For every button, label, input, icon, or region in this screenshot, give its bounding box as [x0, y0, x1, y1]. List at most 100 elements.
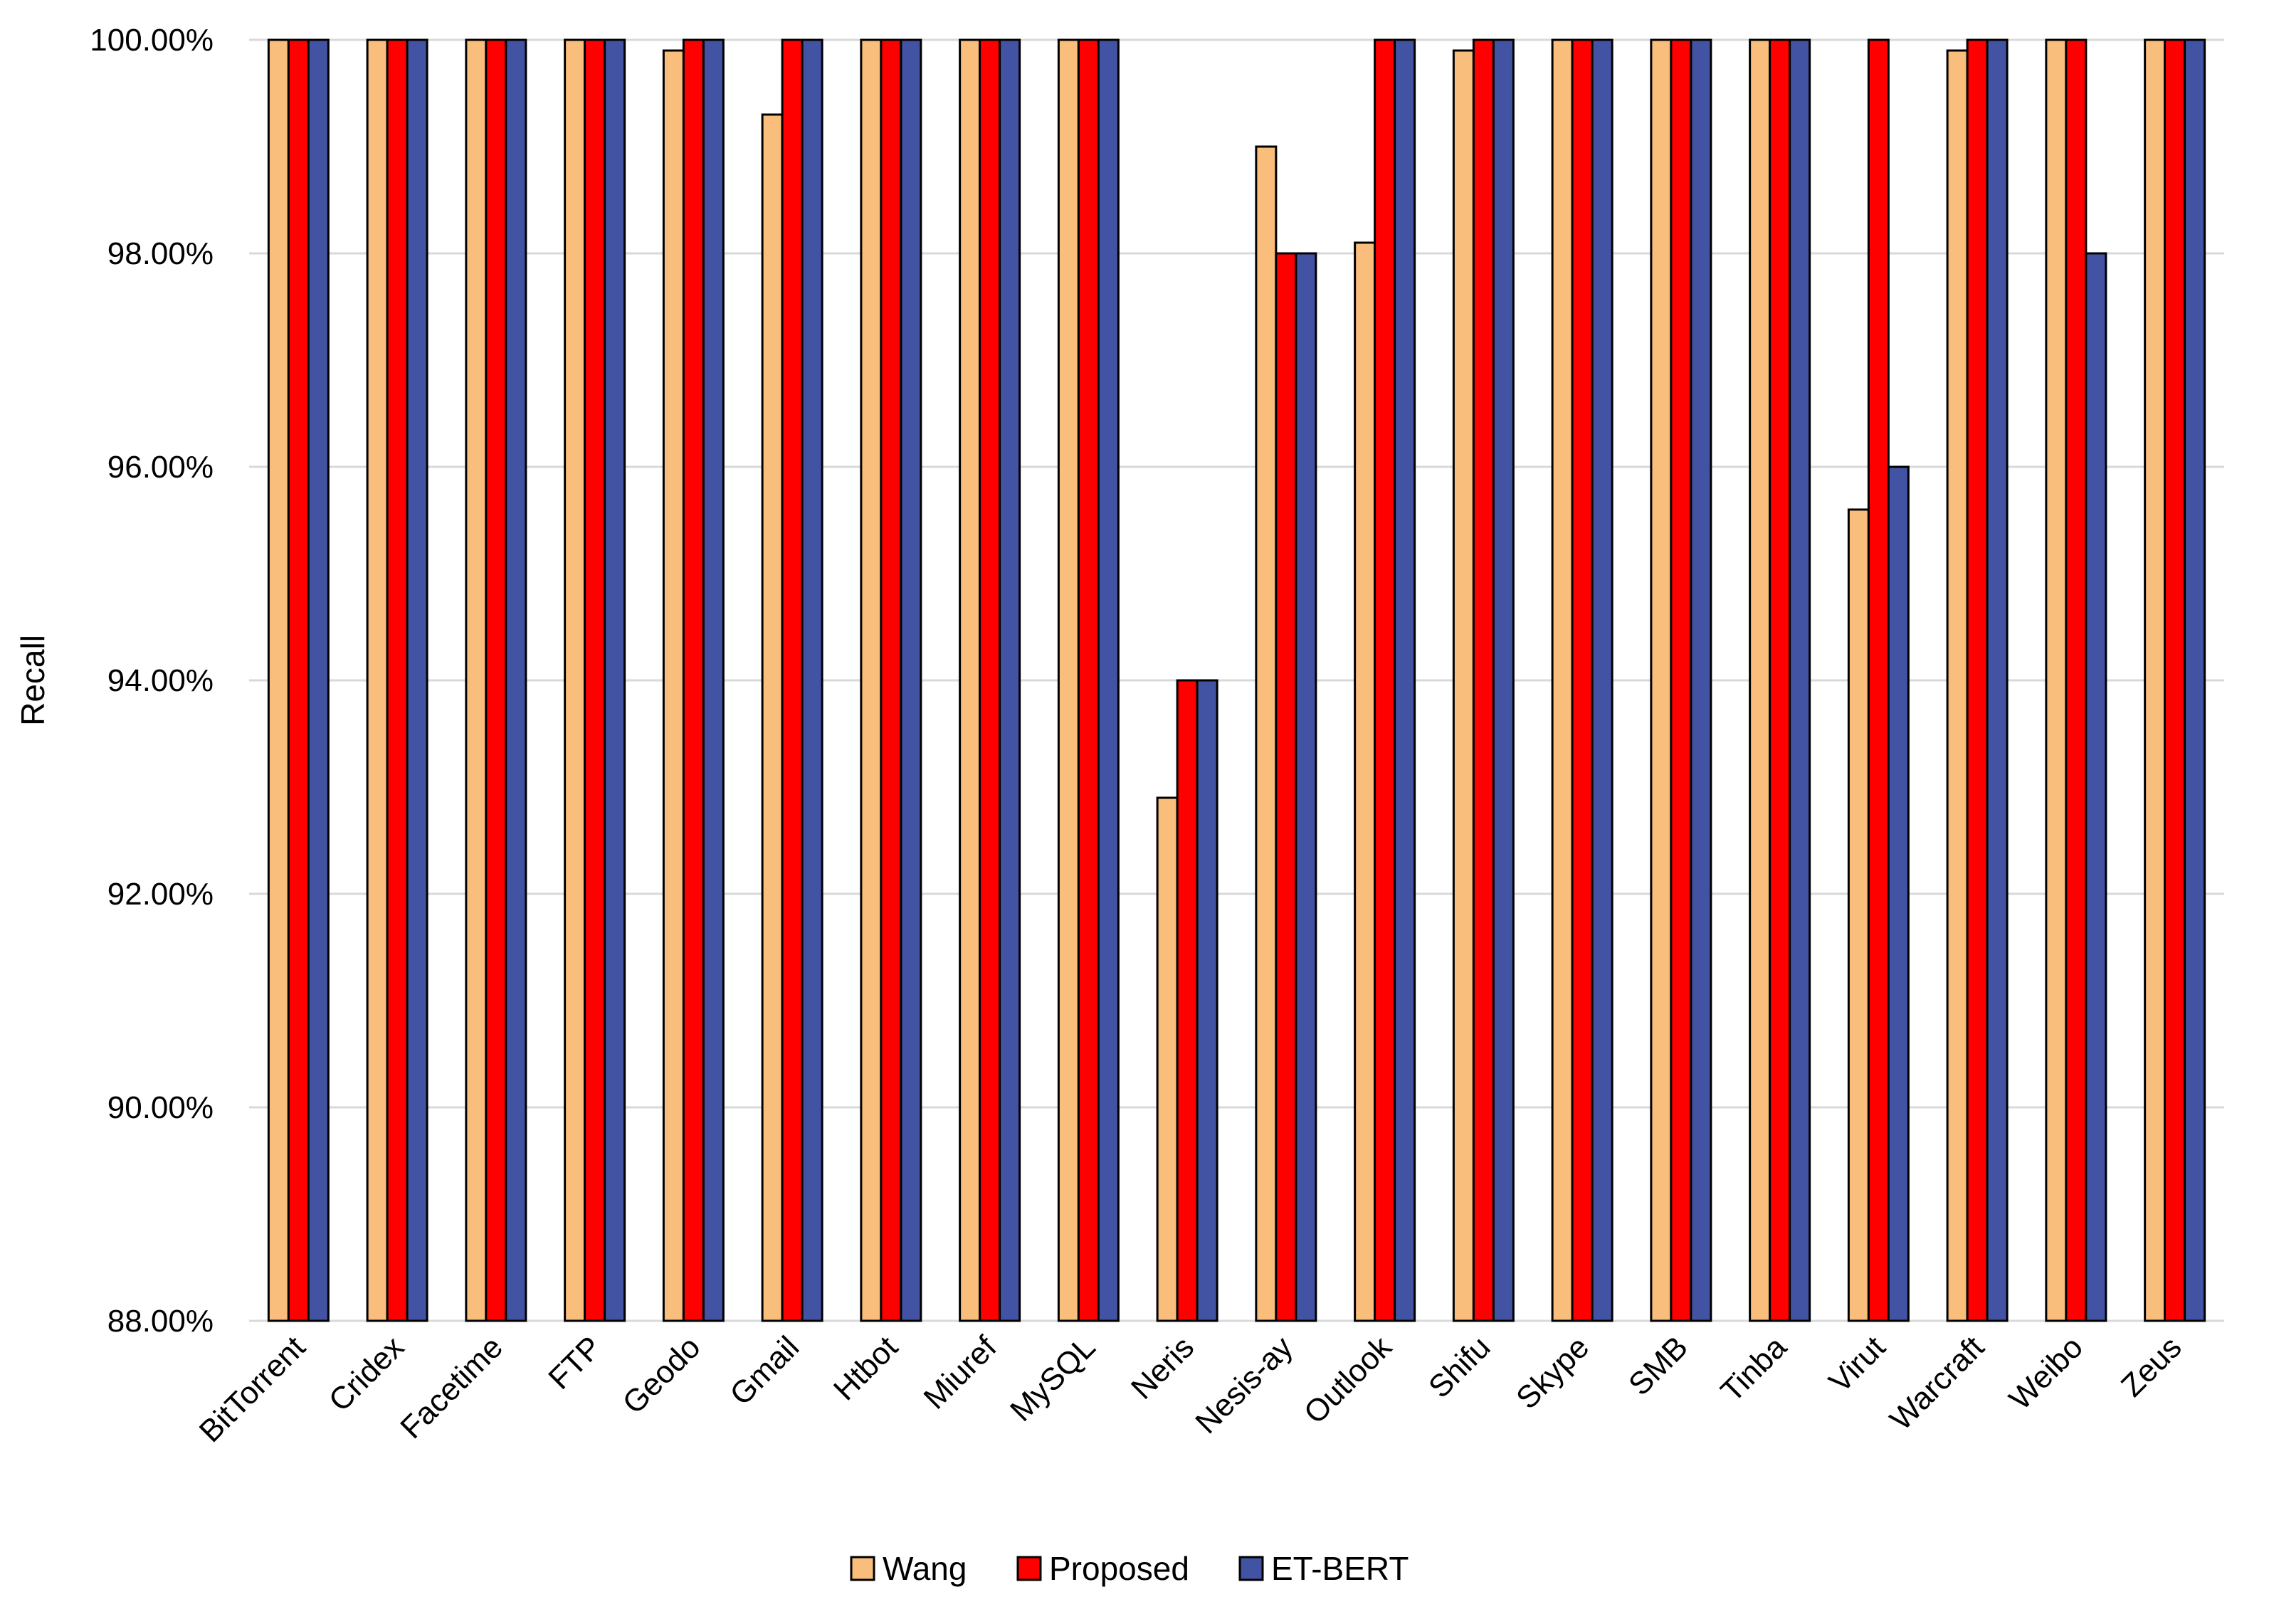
bar-proposed-skype [1571, 38, 1594, 1322]
bar-proposed-neris [1176, 679, 1199, 1322]
x-category-label: SMB [1622, 1329, 1695, 1402]
bar-wang-cridex [366, 38, 389, 1322]
bar-et-bert-skype [1591, 38, 1613, 1322]
y-tick-label: 98.00% [107, 236, 214, 271]
legend-swatch-et-bert [1238, 1556, 1264, 1581]
x-category-label: Cridex [322, 1329, 411, 1418]
bar-et-bert-weibo [2085, 252, 2107, 1322]
y-tick-label: 88.00% [107, 1304, 214, 1339]
bar-wang-geodo [662, 49, 685, 1322]
y-tick-label: 94.00% [107, 663, 214, 698]
x-category-label: Warcraft [1883, 1329, 1991, 1437]
bar-et-bert-neris [1196, 679, 1218, 1322]
x-category-label: Tinba [1714, 1329, 1794, 1409]
bar-proposed-shifu [1472, 38, 1495, 1322]
bar-wang-shifu [1452, 49, 1475, 1322]
bar-proposed-zeus [2164, 38, 2186, 1322]
x-category-label: MySQL [1004, 1329, 1102, 1428]
bar-wang-bittorrent [267, 38, 290, 1322]
bar-et-bert-ftp [604, 38, 626, 1322]
x-category-label: BitTorrent [193, 1329, 312, 1449]
bar-proposed-warcraft [1966, 38, 1989, 1322]
legend-label-proposed: Proposed [1049, 1550, 1189, 1587]
bar-wang-outlook [1354, 241, 1376, 1322]
bar-wang-facetime [465, 38, 488, 1322]
legend-swatch-proposed [1016, 1556, 1042, 1581]
bar-proposed-cridex [386, 38, 409, 1322]
x-category-label: Htbot [827, 1329, 905, 1407]
bar-wang-weibo [2045, 38, 2068, 1322]
y-axis-title: Recall [14, 635, 51, 726]
x-category-label: Neris [1125, 1329, 1201, 1406]
bar-et-bert-outlook [1394, 38, 1416, 1322]
bar-proposed-weibo [2065, 38, 2088, 1322]
bar-et-bert-facetime [505, 38, 527, 1322]
bar-proposed-nesis-ay [1275, 252, 1297, 1322]
bar-wang-htbot [860, 38, 883, 1322]
bar-et-bert-virut [1887, 465, 1910, 1322]
bar-wang-smb [1650, 38, 1673, 1322]
bar-proposed-bittorrent [287, 38, 310, 1322]
bar-proposed-ftp [584, 38, 606, 1322]
bar-wang-miuref [959, 38, 981, 1322]
bar-proposed-virut [1867, 38, 1890, 1322]
gridlines [249, 38, 2224, 1322]
bar-et-bert-nesis-ay [1295, 252, 1317, 1322]
x-category-label: Nesis-ay [1189, 1329, 1300, 1440]
legend-label-et-bert: ET-BERT [1271, 1550, 1409, 1587]
x-category-label: Facetime [394, 1329, 510, 1445]
legend-swatch-wang [850, 1556, 875, 1581]
bar-et-bert-zeus [2184, 38, 2206, 1322]
bar-et-bert-warcraft [1986, 38, 2009, 1322]
bar-et-bert-miuref [999, 38, 1021, 1322]
bar-wang-nesis-ay [1255, 145, 1278, 1322]
bar-et-bert-htbot [900, 38, 922, 1322]
x-category-label: Shifu [1422, 1329, 1497, 1405]
bar-wang-zeus [2144, 38, 2167, 1322]
bar-et-bert-gmail [801, 38, 823, 1322]
bar-et-bert-shifu [1492, 38, 1515, 1322]
bar-et-bert-bittorrent [307, 38, 330, 1322]
x-category-label: Weibo [2003, 1329, 2090, 1416]
legend: Wang Proposed ET-BERT [850, 1550, 1409, 1587]
x-category-label: Zeus [2115, 1329, 2189, 1403]
bar-wang-warcraft [1946, 49, 1969, 1322]
bar-wang-mysql [1057, 38, 1080, 1322]
bar-wang-skype [1551, 38, 1574, 1322]
x-category-label: FTP [542, 1329, 608, 1396]
bars [267, 38, 2206, 1322]
x-category-label: Outlook [1297, 1329, 1399, 1431]
y-tick-label: 100.00% [90, 23, 214, 58]
x-category-label: Geodo [616, 1329, 707, 1420]
bar-proposed-smb [1670, 38, 1692, 1322]
bar-proposed-geodo [682, 38, 705, 1322]
y-tick-label: 90.00% [107, 1090, 214, 1125]
y-tick-label: 96.00% [107, 450, 214, 485]
bar-proposed-htbot [880, 38, 902, 1322]
x-category-label: Virut [1822, 1329, 1892, 1399]
bar-wang-ftp [564, 38, 586, 1322]
y-axis-ticks: 88.00% 90.00% 92.00% 94.00% 96.00% 98.00% 100.… [90, 23, 214, 1339]
bar-proposed-mysql [1077, 38, 1100, 1322]
bar-wang-tinba [1749, 38, 1771, 1322]
bar-et-bert-smb [1690, 38, 1712, 1322]
bar-et-bert-mysql [1097, 38, 1120, 1322]
bar-proposed-tinba [1769, 38, 1791, 1322]
x-category-label: Miuref [917, 1329, 1004, 1416]
x-category-label: Gmail [723, 1329, 806, 1412]
bar-wang-virut [1847, 508, 1870, 1322]
bar-et-bert-tinba [1789, 38, 1811, 1322]
bar-proposed-outlook [1374, 38, 1396, 1322]
y-tick-label: 92.00% [107, 877, 214, 912]
x-category-label: Skype [1510, 1329, 1596, 1415]
bar-wang-gmail [761, 113, 784, 1322]
bar-proposed-miuref [979, 38, 1001, 1322]
bar-proposed-facetime [485, 38, 507, 1322]
bar-et-bert-geodo [702, 38, 725, 1322]
legend-label-wang: Wang [883, 1550, 967, 1587]
bar-proposed-gmail [781, 38, 804, 1322]
bar-et-bert-cridex [406, 38, 428, 1322]
